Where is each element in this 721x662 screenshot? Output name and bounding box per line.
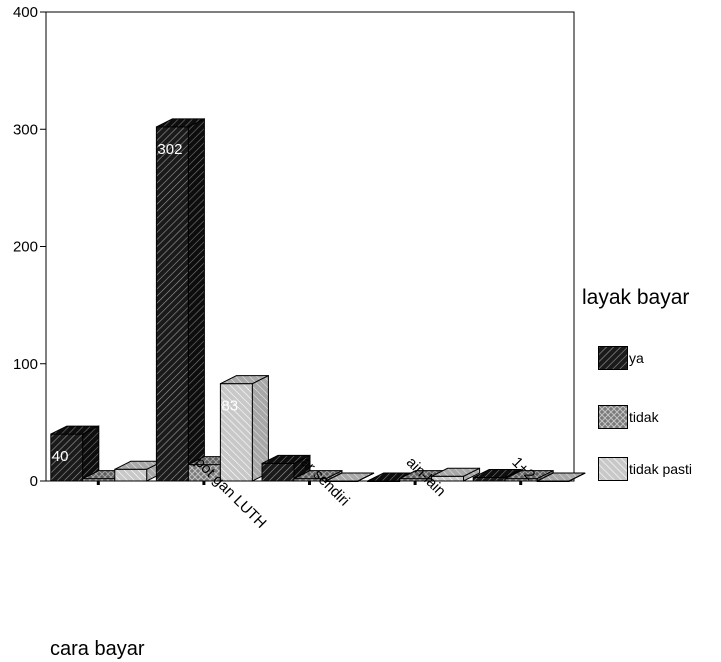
crosshatch-gray-swatch-icon — [598, 405, 628, 429]
x-tick-mark — [308, 481, 311, 485]
y-axis: 0 100 200 300 400 — [13, 4, 46, 490]
data-label-ya-1: 302 — [157, 141, 182, 158]
legend-item-tidak: tidak — [598, 404, 659, 430]
x-tick-mark — [413, 481, 417, 485]
bar-tidak-pasti-0 — [114, 460, 164, 482]
y-tick-label: 400 — [13, 4, 38, 21]
hatch-light-swatch-icon — [598, 457, 628, 481]
bar-tidak-pasti-2 — [325, 472, 375, 482]
legend-label-tidak-pasti: tidak pasti — [629, 461, 693, 477]
legend-item-ya: ya — [598, 345, 644, 371]
x-tick-mark — [519, 481, 523, 485]
data-label-ya-0: 40 — [52, 448, 69, 465]
bar-ya-2 — [261, 454, 311, 482]
y-tick-label: 100 — [13, 356, 38, 373]
x-tick-mark — [202, 481, 206, 485]
plot-frame — [45, 11, 575, 482]
bar-tidak-pasti-1 — [219, 374, 269, 482]
hatch-dark-swatch-icon — [598, 346, 628, 370]
legend-item-tidak-pasti: tidak pasti — [598, 456, 692, 482]
y-tick-label: 0 — [30, 473, 38, 490]
legend-label-tidak: tidak — [629, 409, 659, 425]
data-label-tidak-pasti-1: 83 — [221, 398, 238, 415]
y-tick-label: 300 — [13, 121, 38, 138]
data-labels-group: 40 302 83 — [52, 141, 238, 465]
y-tick-label: 200 — [13, 239, 38, 256]
bar-tidak-pasti-4 — [536, 472, 586, 482]
bar-tidak-pasti-3 — [431, 467, 481, 482]
bars-group — [50, 118, 586, 482]
x-tick-mark — [96, 481, 100, 485]
legend-title: layak bayar — [582, 286, 690, 309]
legend-label-ya: ya — [629, 350, 644, 366]
x-axis-label: cara bayar — [50, 638, 145, 660]
bar-ya-1 — [155, 118, 205, 482]
